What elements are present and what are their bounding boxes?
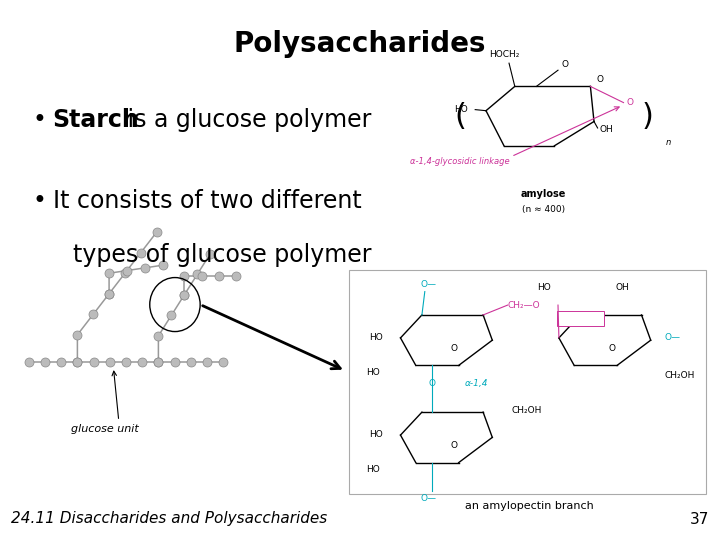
Text: 24.11 Disaccharides and Polysaccharides: 24.11 Disaccharides and Polysaccharides — [11, 511, 327, 526]
FancyBboxPatch shape — [557, 310, 604, 326]
Text: •: • — [32, 189, 46, 213]
Text: HO: HO — [369, 430, 382, 439]
Text: OH: OH — [600, 125, 613, 134]
Text: O—: O— — [420, 280, 436, 289]
Text: •: • — [32, 108, 46, 132]
Text: n: n — [666, 138, 671, 147]
Text: (n ≈ 400): (n ≈ 400) — [522, 205, 565, 214]
Text: HO: HO — [366, 368, 380, 377]
Text: α-1,4: α-1,4 — [464, 379, 488, 388]
Text: HO: HO — [536, 282, 551, 292]
Text: α-1,6: α-1,6 — [562, 314, 585, 323]
Text: Polysaccharides: Polysaccharides — [234, 30, 486, 58]
Text: glucose unit: glucose unit — [71, 424, 138, 434]
Text: CH₂OH: CH₂OH — [665, 371, 695, 380]
Text: HO: HO — [454, 105, 468, 114]
Text: CH₂OH: CH₂OH — [511, 406, 541, 415]
Text: 37: 37 — [690, 511, 709, 526]
Text: amylose: amylose — [521, 189, 567, 199]
Text: α-1,4-glycosidic linkage: α-1,4-glycosidic linkage — [410, 157, 510, 166]
Text: O: O — [608, 344, 616, 353]
Text: It consists of two different: It consists of two different — [53, 189, 361, 213]
Text: is a glucose polymer: is a glucose polymer — [120, 108, 371, 132]
Text: ): ) — [642, 102, 654, 131]
Text: O: O — [596, 75, 603, 84]
Text: HO: HO — [366, 465, 380, 474]
Text: O: O — [428, 379, 436, 388]
Text: Starch: Starch — [53, 108, 139, 132]
Text: O—: O— — [420, 494, 436, 503]
Text: O: O — [626, 98, 634, 107]
Text: (: ( — [455, 102, 467, 131]
Text: HO: HO — [369, 333, 382, 342]
FancyBboxPatch shape — [349, 270, 706, 494]
Text: OH: OH — [616, 282, 630, 292]
Text: types of glucose polymer: types of glucose polymer — [73, 243, 372, 267]
Text: O: O — [562, 59, 569, 69]
Text: O: O — [450, 344, 457, 353]
Text: O: O — [450, 441, 457, 450]
Text: an amylopectin branch: an amylopectin branch — [465, 501, 593, 511]
Text: HOCH₂: HOCH₂ — [489, 50, 519, 59]
Text: O—: O— — [665, 333, 680, 342]
Text: CH₂—O: CH₂—O — [508, 301, 540, 309]
